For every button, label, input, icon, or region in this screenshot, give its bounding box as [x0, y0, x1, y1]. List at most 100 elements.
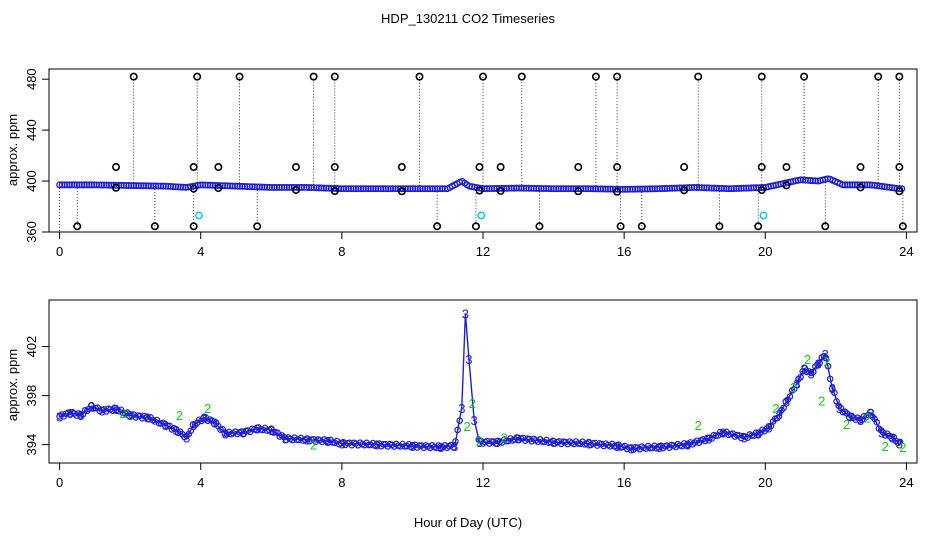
bottom-marker-3: 3 — [112, 402, 119, 417]
top-data-marks — [56, 72, 907, 232]
bottom-x-tick-label: 24 — [899, 475, 913, 490]
top-baseline-point — [431, 185, 439, 193]
top-baseline-point — [224, 182, 231, 190]
bottom-marker-2: 2 — [818, 393, 825, 408]
top-baseline-point — [372, 185, 380, 193]
top-baseline-point — [238, 182, 246, 190]
top-x-tick-label: 12 — [476, 244, 490, 259]
top-panel: approx. ppm 0 4 8 12 16 20 24 360 400 440 480 — [5, 68, 918, 259]
top-baseline-point — [362, 185, 370, 193]
top-baseline-point — [545, 185, 553, 193]
top-baseline-point — [369, 185, 377, 193]
top-baseline-point — [718, 184, 725, 192]
top-outlier-low-point — [898, 222, 907, 231]
top-baseline-point — [513, 184, 520, 192]
top-baseline-point — [411, 185, 419, 193]
bottom-marker-3: 3 — [800, 362, 807, 377]
top-baseline-point — [251, 183, 259, 191]
bottom-y-tick-label: 398 — [24, 385, 39, 407]
bottom-marker-3: 3 — [239, 425, 246, 440]
top-baseline-point — [737, 184, 745, 192]
top-outlier-high-point — [874, 72, 883, 81]
bottom-marker-3: 3 — [868, 406, 875, 421]
top-baseline-point — [424, 185, 432, 193]
top-outlier-high-point — [757, 72, 766, 81]
top-baseline-point — [313, 184, 320, 192]
top-baseline-point — [690, 183, 698, 191]
top-outlier-high-point — [800, 72, 809, 81]
bottom-marker-3: 3 — [77, 408, 84, 423]
bottom-marker-3: 3 — [338, 436, 345, 451]
top-baseline-point — [666, 184, 674, 192]
top-baseline-point — [703, 184, 711, 192]
bottom-axes: 0 4 8 12 16 20 24 394 398 402 — [24, 336, 914, 490]
top-outlier-base-point — [856, 183, 865, 192]
top-baseline-point — [698, 184, 706, 192]
top-baseline-point — [122, 181, 130, 189]
top-baseline-point — [278, 183, 286, 191]
top-baseline-point — [285, 183, 293, 191]
top-baseline-point — [727, 185, 735, 193]
bottom-marker-2: 2 — [899, 440, 906, 455]
top-outlier-mid-point — [574, 163, 583, 172]
bottom-marker-2: 2 — [695, 418, 702, 433]
top-baseline-point — [280, 183, 288, 191]
top-baseline-point — [275, 183, 283, 191]
top-baseline-point — [584, 185, 592, 193]
top-baseline-point — [740, 184, 748, 192]
top-baseline-point — [125, 182, 133, 189]
bottom-marker-2: 2 — [790, 380, 797, 395]
top-baseline-point — [149, 182, 157, 190]
top-baseline-point — [518, 184, 525, 192]
top-baseline-point — [367, 185, 375, 193]
bottom-marker-3: 3 — [585, 436, 592, 451]
top-baseline-point — [505, 184, 513, 192]
top-baseline-point — [56, 181, 64, 189]
top-baseline-point — [120, 181, 128, 189]
top-baseline-point — [503, 184, 511, 192]
top-baseline-point — [661, 185, 669, 192]
top-outlier-base-point — [291, 185, 300, 194]
top-baseline-point — [58, 181, 66, 189]
bottom-marker-3: 3 — [98, 403, 105, 418]
top-baseline-point — [354, 185, 362, 193]
top-baseline-point — [646, 185, 654, 193]
top-baseline-point — [725, 185, 733, 193]
top-baseline-point — [243, 183, 251, 191]
bottom-marker-3: 3 — [822, 347, 829, 362]
bottom-marker-3: 3 — [190, 418, 197, 433]
top-alt-point — [477, 211, 486, 220]
bottom-marker-3: 3 — [67, 406, 74, 421]
top-baseline-point — [540, 185, 548, 192]
top-y-tick-label: 480 — [24, 68, 39, 90]
top-baseline-point — [653, 185, 661, 193]
bottom-data-point — [164, 422, 171, 430]
top-baseline-point — [562, 185, 570, 193]
top-outlier-base-point — [397, 187, 406, 196]
bottom-marker-3: 3 — [836, 401, 843, 416]
top-baseline-point — [527, 184, 535, 192]
top-baseline-point — [406, 185, 414, 193]
top-baseline-point — [236, 182, 244, 190]
top-baseline-point — [693, 184, 701, 191]
top-outlier-mid-point — [330, 163, 339, 172]
top-baseline-point — [303, 183, 311, 191]
top-baseline-point — [83, 181, 91, 189]
top-baseline-point — [384, 185, 392, 193]
top-outlier-base-point — [475, 186, 484, 195]
bottom-x-tick-label: 4 — [197, 475, 204, 490]
top-baseline-point — [253, 183, 261, 191]
top-outlier-base-point — [330, 186, 339, 195]
top-baseline-point — [159, 182, 167, 190]
top-baseline-point — [315, 184, 323, 192]
top-outlier-low-point — [253, 222, 262, 231]
bottom-marker-2: 2 — [476, 434, 483, 449]
bottom-marker-3: 3 — [719, 425, 726, 440]
top-outlier-low-point — [715, 222, 724, 231]
top-outlier-mid-point — [782, 163, 791, 172]
top-baseline-point — [844, 181, 851, 189]
top-outlier-mid-point — [895, 163, 904, 172]
bottom-marker-2: 2 — [772, 401, 779, 416]
top-baseline-point — [206, 181, 214, 189]
bottom-marker-3: 3 — [705, 431, 712, 446]
